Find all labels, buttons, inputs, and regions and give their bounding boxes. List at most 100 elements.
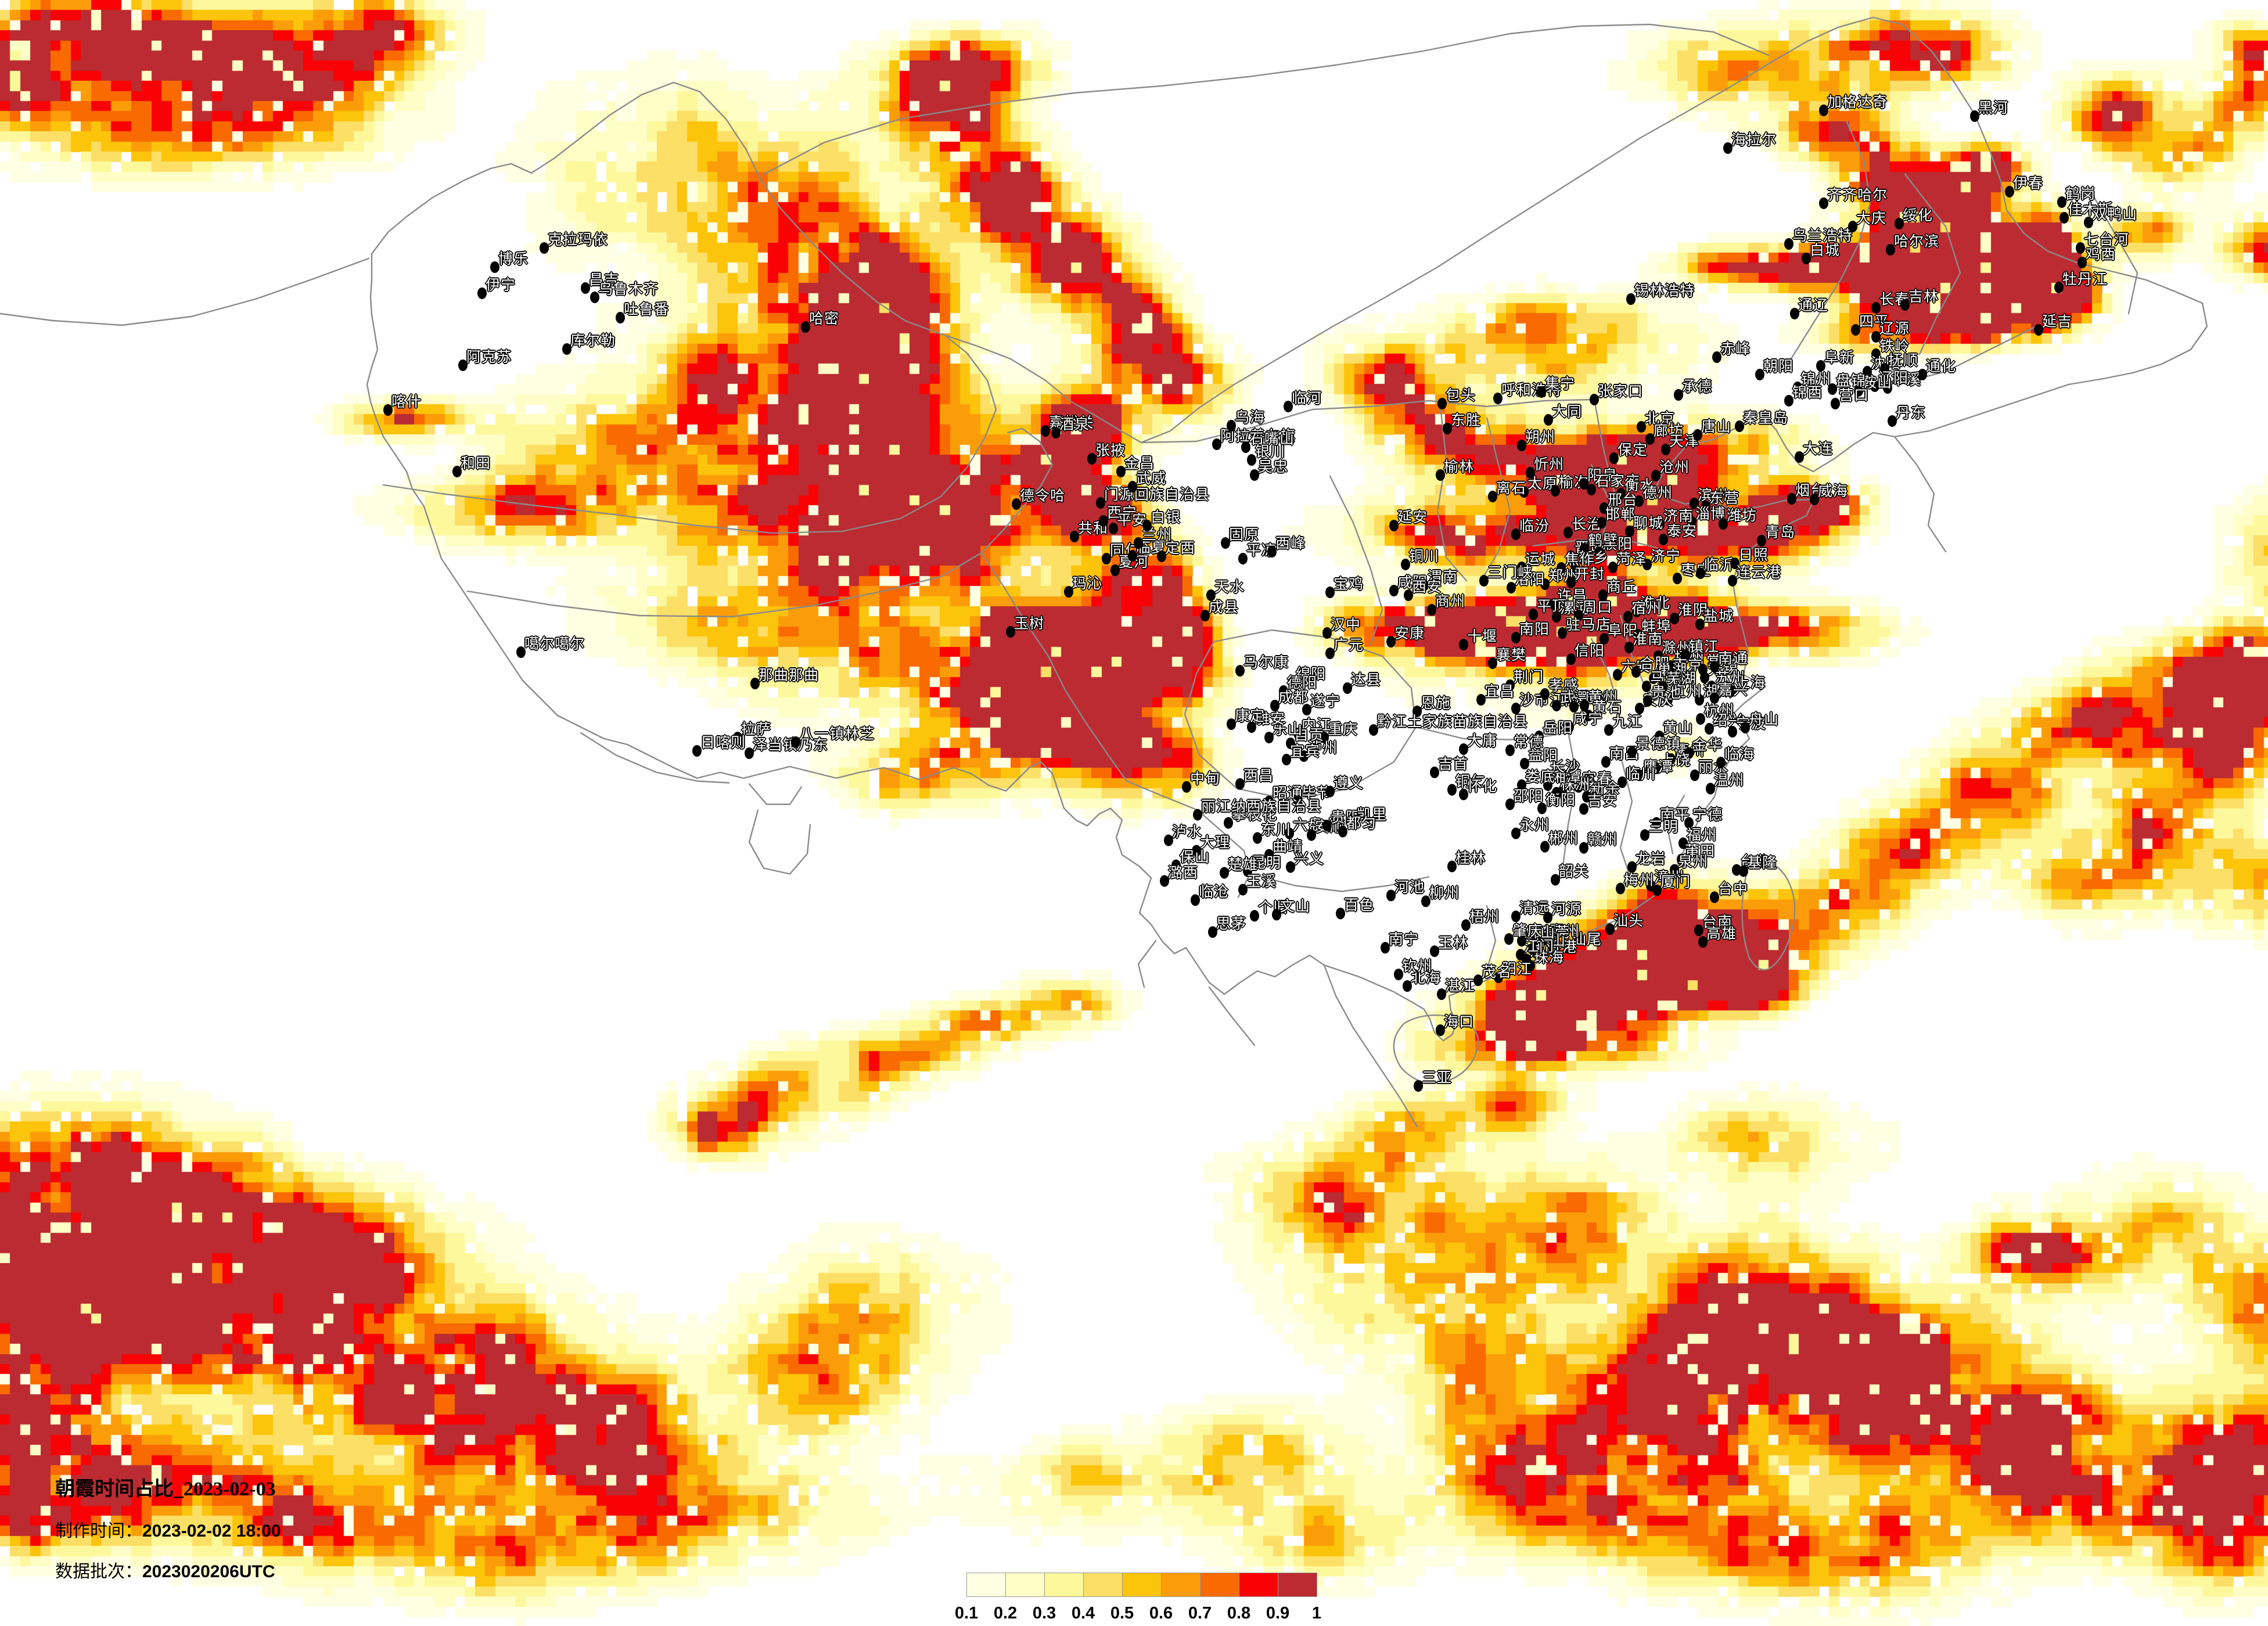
province-border-hebei-shandong [1590, 463, 1639, 524]
city-label: 马鞍山 [1650, 670, 1696, 686]
production-time-value: 2023-02-02 18:00 [142, 1521, 281, 1541]
city-dot-icon [1810, 494, 1819, 505]
legend-color-box [1123, 1573, 1162, 1596]
city-dot-icon [1574, 610, 1583, 621]
legend-tick: 0.3 [1032, 1604, 1056, 1623]
city-label: 楚雄 [1228, 857, 1259, 873]
city-dot-icon [1212, 438, 1221, 450]
city-label: 新乡 [1579, 550, 1609, 566]
legend-color-box [1084, 1573, 1123, 1596]
city-label: 濮阳 [1602, 536, 1633, 552]
city-dot-icon [1227, 420, 1236, 431]
city-label: 嘉兴 [1718, 682, 1749, 698]
city-label: 九江 [1612, 714, 1643, 730]
city-dot-icon [1642, 559, 1652, 570]
city-dot-icon [1157, 551, 1166, 562]
city-dot-icon [1700, 672, 1709, 684]
city-label: 西昌 [1243, 768, 1274, 784]
city-label: 西安 [1412, 579, 1443, 595]
city-label: 青岛 [1765, 524, 1796, 541]
city-dot-icon [1109, 523, 1118, 534]
legend-color-ramp [966, 1573, 1317, 1597]
city-label: 赣州 [1587, 832, 1618, 848]
city-dot-icon [791, 736, 800, 748]
city-label: 锡林浩特 [1634, 283, 1695, 299]
city-label: 南宁 [1389, 931, 1419, 948]
city-label: 吐鲁番 [624, 301, 670, 318]
city-label: 沧州 [1659, 459, 1690, 476]
city-dot-icon [1655, 519, 1665, 530]
city-dot-icon [1710, 692, 1719, 704]
city-label: 三亚 [1422, 1070, 1453, 1086]
city-label: 济宁 [1651, 548, 1681, 564]
city-dot-icon [1658, 681, 1667, 693]
city-label: 昌吉 [589, 272, 620, 288]
city-label: 宁德 [1692, 807, 1723, 823]
city-dot-icon [1511, 632, 1521, 643]
city-label: 海拉尔 [1731, 132, 1777, 148]
legend-color-box [1162, 1573, 1201, 1596]
city-label: 银川 [1255, 444, 1286, 460]
city-label: 基隆 [1747, 855, 1778, 871]
city-label: 长治 [1572, 516, 1602, 533]
city-dot-icon [1427, 604, 1436, 616]
city-label: 呼和浩特 [1501, 382, 1562, 398]
city-label: 集宁 [1545, 376, 1576, 392]
city-label: 德令哈 [1020, 488, 1066, 504]
legend-tick: 0.7 [1188, 1604, 1212, 1623]
city-dot-icon [383, 404, 393, 416]
city-dot-icon [750, 678, 760, 689]
city-label: 常德 [1514, 734, 1544, 750]
city-label: 南通 [1718, 650, 1749, 667]
city-dot-icon [1096, 497, 1105, 509]
city-label: 大连 [1803, 441, 1834, 457]
data-batch-value: 2023020206UTC [142, 1562, 275, 1581]
border-nepal [580, 732, 730, 784]
city-label: 潞西 [1168, 865, 1199, 881]
city-label: 广元 [1334, 637, 1364, 653]
city-dot-icon [1613, 669, 1622, 681]
city-label: 金昌 [1124, 455, 1155, 472]
city-label: 东胜 [1451, 412, 1482, 429]
city-label: 唐山 [1701, 419, 1732, 435]
city-label: 博乐 [498, 251, 529, 267]
city-dot-icon [1511, 528, 1521, 540]
city-label: 高雄 [1706, 926, 1737, 942]
city-label: 岳阳 [1543, 720, 1573, 736]
city-dot-icon [1386, 636, 1396, 647]
map-titles: 朝霞时间占比_2023-02-03 制作时间：2023-02-02 18:00 … [55, 1478, 281, 1582]
city-label: 宝鸡 [1334, 576, 1364, 592]
province-border-qinghai-gansu [1007, 427, 1054, 511]
city-label: 咸宁 [1573, 711, 1604, 727]
city-dot-icon [1549, 598, 1558, 610]
legend-tick: 0.4 [1071, 1604, 1095, 1623]
city-label: 锦西 [1792, 384, 1823, 401]
city-dot-icon [1537, 386, 1546, 398]
city-label: 渭南 [1428, 569, 1458, 585]
city-label: 阜阳 [1608, 623, 1638, 639]
city-dot-icon [1757, 535, 1766, 546]
legend-tick: 0.5 [1110, 1604, 1134, 1623]
city-dot-icon [1579, 478, 1588, 490]
city-dot-icon [1687, 516, 1696, 528]
border-vietnam-coast [1323, 964, 1418, 1128]
city-label: 喀什 [391, 394, 422, 410]
city-dot-icon [1673, 573, 1682, 584]
city-label: 达县 [1351, 672, 1382, 688]
city-label: 梅州 [1624, 872, 1655, 888]
city-label: 三明 [1648, 819, 1679, 835]
city-label: 淮南 [1633, 631, 1663, 647]
city-label: 河池 [1394, 879, 1425, 895]
city-dot-icon [540, 242, 549, 254]
city-dot-icon [1526, 467, 1535, 479]
city-label: 西宁 [1107, 505, 1138, 521]
city-dot-icon [1594, 546, 1604, 558]
city-label: 和田 [461, 455, 491, 472]
border-laos [1208, 986, 1256, 1046]
city-label: 朔州 [1525, 429, 1556, 445]
city-label: 柳州 [1429, 885, 1460, 901]
city-label: 成县 [1209, 599, 1239, 616]
city-dot-icon [1632, 606, 1641, 617]
city-label: 通化 [1926, 358, 1957, 375]
city-dot-icon [1529, 609, 1538, 620]
